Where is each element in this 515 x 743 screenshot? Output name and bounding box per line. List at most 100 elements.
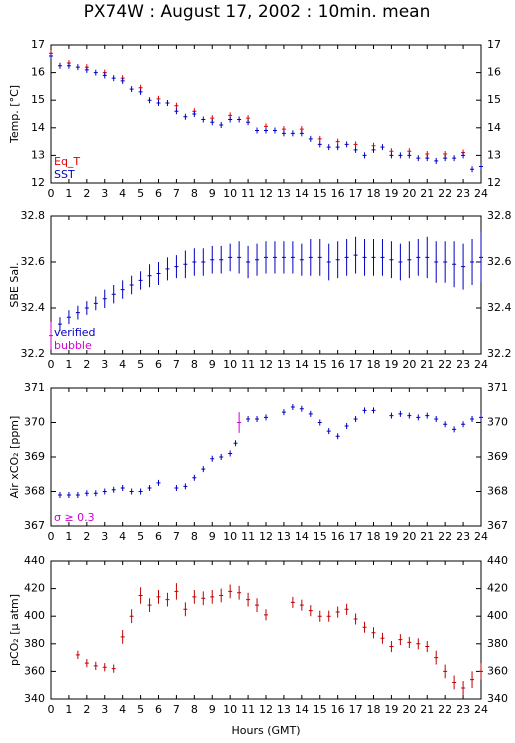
point-marker <box>434 416 439 423</box>
y-tick-label: 371 <box>24 381 45 394</box>
x-tick-label: 11 <box>241 187 255 200</box>
y-tick-label: 32.4 <box>21 301 46 314</box>
point-marker <box>317 135 322 142</box>
y-tick-label: 369 <box>24 450 45 463</box>
point-marker <box>219 454 224 460</box>
point-marker <box>228 450 233 457</box>
error-marker <box>470 671 475 688</box>
y-tick-label: 32.6 <box>21 255 46 268</box>
point-marker <box>443 155 448 162</box>
point-marker <box>147 97 152 104</box>
error-marker <box>57 317 62 331</box>
x-tick-label: 9 <box>209 703 216 716</box>
x-tick-label: 24 <box>474 530 488 543</box>
y-tick-label: 14 <box>31 121 45 134</box>
error-marker <box>335 606 340 618</box>
point-marker <box>308 410 313 417</box>
x-tick-label: 4 <box>119 703 126 716</box>
x-tick-label: 19 <box>384 703 398 716</box>
point-marker <box>461 152 466 159</box>
point-marker <box>156 99 161 106</box>
point-marker <box>183 113 188 120</box>
point-marker <box>237 116 242 123</box>
x-tick-label: 14 <box>295 358 309 371</box>
x-tick-label: 21 <box>420 187 434 200</box>
error-marker <box>219 245 224 274</box>
x-tick-label: 20 <box>402 187 416 200</box>
point-marker <box>371 407 376 414</box>
x-tick-label: 13 <box>277 530 291 543</box>
point-marker <box>264 414 268 421</box>
error-marker <box>434 241 439 283</box>
error-marker <box>201 248 206 276</box>
x-tick-label: 3 <box>101 358 108 371</box>
error-marker <box>120 280 125 299</box>
x-tick-label: 12 <box>259 530 273 543</box>
error-marker <box>290 241 295 274</box>
point-marker <box>201 116 206 123</box>
point-marker <box>380 144 385 151</box>
y-tick-label: 400 <box>24 609 45 622</box>
x-tick-label: 9 <box>209 187 216 200</box>
error-marker <box>264 241 268 274</box>
legend-entry: bubble <box>54 339 92 352</box>
error-marker <box>335 241 340 279</box>
x-tick-label: 0 <box>48 358 55 371</box>
error-marker <box>201 591 206 606</box>
x-tick-label: 16 <box>331 703 345 716</box>
x-tick-label: 3 <box>101 530 108 543</box>
x-tick-label: 18 <box>367 530 381 543</box>
point-marker <box>308 135 313 142</box>
error-marker <box>281 241 286 274</box>
error-marker <box>129 275 134 295</box>
point-marker <box>353 416 358 423</box>
y-axis-label: Air xCO₂ [ppm] <box>8 416 21 499</box>
point-marker <box>138 488 143 495</box>
error-marker <box>93 296 98 311</box>
point-marker <box>129 488 134 495</box>
point-marker <box>147 485 152 492</box>
x-tick-label: 4 <box>119 187 126 200</box>
error-marker <box>111 285 116 304</box>
x-tick-label: 1 <box>65 703 72 716</box>
error-marker <box>228 243 233 272</box>
y-tick-label: 17 <box>31 38 45 51</box>
error-marker <box>210 245 215 274</box>
x-tick-label: 24 <box>474 358 488 371</box>
error-marker <box>326 243 331 281</box>
x-tick-label: 12 <box>259 187 273 200</box>
y-tick-label: 340 <box>487 692 508 705</box>
point-marker <box>470 416 475 423</box>
point-marker <box>425 155 430 162</box>
error-marker <box>75 305 80 320</box>
x-tick-label: 13 <box>277 187 291 200</box>
error-marker <box>443 664 448 679</box>
x-tick-label: 7 <box>173 187 180 200</box>
point-marker <box>246 416 251 423</box>
x-tick-label: 10 <box>223 703 237 716</box>
point-marker <box>102 72 107 79</box>
x-tick-label: 11 <box>241 358 255 371</box>
x-tick-label: 1 <box>65 358 72 371</box>
x-axis-label: Hours (GMT) <box>231 724 300 737</box>
point-marker <box>344 422 349 429</box>
x-tick-label: 8 <box>191 703 198 716</box>
legend-entry: verified <box>54 326 96 339</box>
error-marker <box>138 271 143 290</box>
y-tick-label: 17 <box>487 38 501 51</box>
error-marker <box>120 630 125 644</box>
error-marker <box>380 632 385 644</box>
error-marker <box>425 641 430 653</box>
point-marker <box>317 419 322 426</box>
error-marker <box>156 262 161 285</box>
x-tick-label: 19 <box>384 187 398 200</box>
point-marker <box>75 491 80 498</box>
x-tick-label: 21 <box>420 703 434 716</box>
error-marker <box>308 605 313 617</box>
error-marker <box>326 610 331 622</box>
point-marker <box>344 141 349 148</box>
error-marker <box>237 585 242 600</box>
error-marker <box>398 243 403 281</box>
point-marker <box>49 53 53 60</box>
